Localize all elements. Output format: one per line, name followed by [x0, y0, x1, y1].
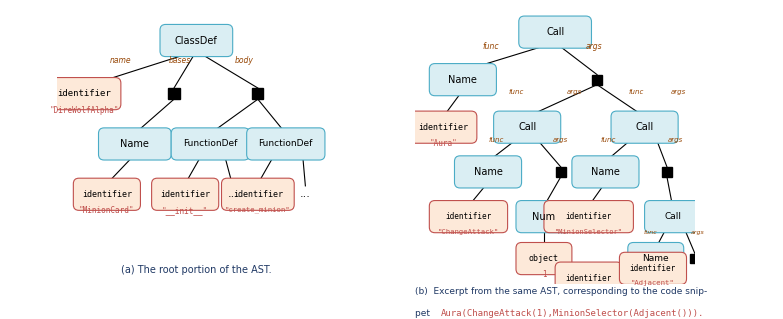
Text: Call: Call: [636, 122, 654, 132]
Text: identifier: identifier: [446, 212, 492, 221]
Text: func: func: [601, 137, 616, 143]
Text: args: args: [553, 137, 568, 143]
Text: args: args: [668, 137, 683, 143]
Text: func: func: [489, 137, 504, 143]
Text: "Adjacent": "Adjacent": [631, 280, 675, 286]
FancyBboxPatch shape: [628, 242, 684, 275]
Text: name: name: [110, 56, 132, 64]
Text: func: func: [644, 229, 657, 234]
FancyBboxPatch shape: [49, 78, 121, 110]
Text: Call: Call: [518, 122, 536, 132]
FancyBboxPatch shape: [555, 262, 622, 294]
Text: (a) The root portion of the AST.: (a) The root portion of the AST.: [121, 265, 272, 275]
Text: "DireWolfAlpha": "DireWolfAlpha": [50, 106, 119, 115]
Text: identifier: identifier: [565, 212, 612, 221]
Text: args: args: [567, 89, 583, 95]
Text: args: args: [586, 41, 603, 51]
Text: func: func: [508, 89, 524, 95]
Text: identifier: identifier: [82, 190, 132, 199]
FancyBboxPatch shape: [619, 252, 687, 285]
Text: identifier: identifier: [565, 274, 612, 283]
Text: func: func: [629, 89, 644, 95]
FancyBboxPatch shape: [160, 25, 233, 56]
Bar: [592, 75, 602, 85]
Text: ...: ...: [227, 189, 238, 199]
Text: 1: 1: [542, 271, 547, 279]
Text: Name: Name: [591, 167, 620, 177]
Text: identifier: identifier: [418, 123, 468, 132]
FancyBboxPatch shape: [410, 111, 477, 143]
Text: FunctionDef: FunctionDef: [183, 139, 237, 148]
Text: FunctionDef: FunctionDef: [258, 139, 313, 148]
Bar: [252, 88, 263, 99]
Text: Call: Call: [664, 212, 681, 221]
FancyBboxPatch shape: [644, 201, 701, 233]
Text: "MinionCard": "MinionCard": [79, 206, 135, 215]
Text: identifier: identifier: [161, 190, 210, 199]
FancyBboxPatch shape: [222, 178, 294, 210]
Text: "ChangeAttack": "ChangeAttack": [438, 228, 499, 234]
FancyBboxPatch shape: [516, 201, 572, 233]
Bar: [690, 254, 700, 263]
FancyBboxPatch shape: [544, 201, 633, 233]
FancyBboxPatch shape: [454, 156, 521, 188]
Text: body: body: [234, 56, 254, 64]
Text: "MinionSelector": "MinionSelector": [554, 228, 622, 234]
FancyBboxPatch shape: [516, 242, 572, 275]
Text: "Aura": "Aura": [429, 139, 457, 148]
FancyBboxPatch shape: [519, 16, 591, 48]
Text: Name: Name: [449, 75, 478, 85]
Text: ...: ...: [300, 189, 311, 199]
Text: args: args: [670, 89, 686, 95]
Text: Name: Name: [643, 254, 669, 263]
FancyBboxPatch shape: [99, 128, 171, 160]
Text: "__init__": "__init__": [162, 206, 208, 215]
Bar: [556, 167, 565, 177]
Text: bases: bases: [168, 56, 191, 64]
FancyBboxPatch shape: [572, 156, 639, 188]
Text: pet: pet: [415, 309, 433, 318]
FancyBboxPatch shape: [74, 178, 140, 210]
FancyBboxPatch shape: [493, 111, 561, 143]
Bar: [662, 167, 672, 177]
FancyBboxPatch shape: [171, 128, 250, 160]
Text: Num: Num: [532, 211, 555, 222]
Text: Name: Name: [121, 139, 150, 149]
Bar: [168, 88, 179, 99]
Text: args: args: [691, 229, 705, 234]
Text: object: object: [529, 254, 559, 263]
Text: Call: Call: [546, 27, 565, 37]
Text: ClassDef: ClassDef: [175, 35, 218, 46]
FancyBboxPatch shape: [247, 128, 325, 160]
Text: (b)  Excerpt from the same AST, corresponding to the code snip-: (b) Excerpt from the same AST, correspon…: [415, 286, 708, 295]
Text: "create_minion": "create_minion": [225, 206, 290, 213]
Text: identifier: identifier: [233, 190, 283, 199]
FancyBboxPatch shape: [429, 63, 496, 96]
Text: identifier: identifier: [630, 264, 676, 273]
Text: identifier: identifier: [58, 89, 111, 98]
Text: Aura(ChangeAttack(1),MinionSelector(Adjacent())).: Aura(ChangeAttack(1),MinionSelector(Adja…: [441, 309, 704, 318]
Text: func: func: [482, 41, 499, 51]
Text: Name: Name: [474, 167, 503, 177]
FancyBboxPatch shape: [429, 201, 507, 233]
FancyBboxPatch shape: [611, 111, 678, 143]
FancyBboxPatch shape: [152, 178, 218, 210]
